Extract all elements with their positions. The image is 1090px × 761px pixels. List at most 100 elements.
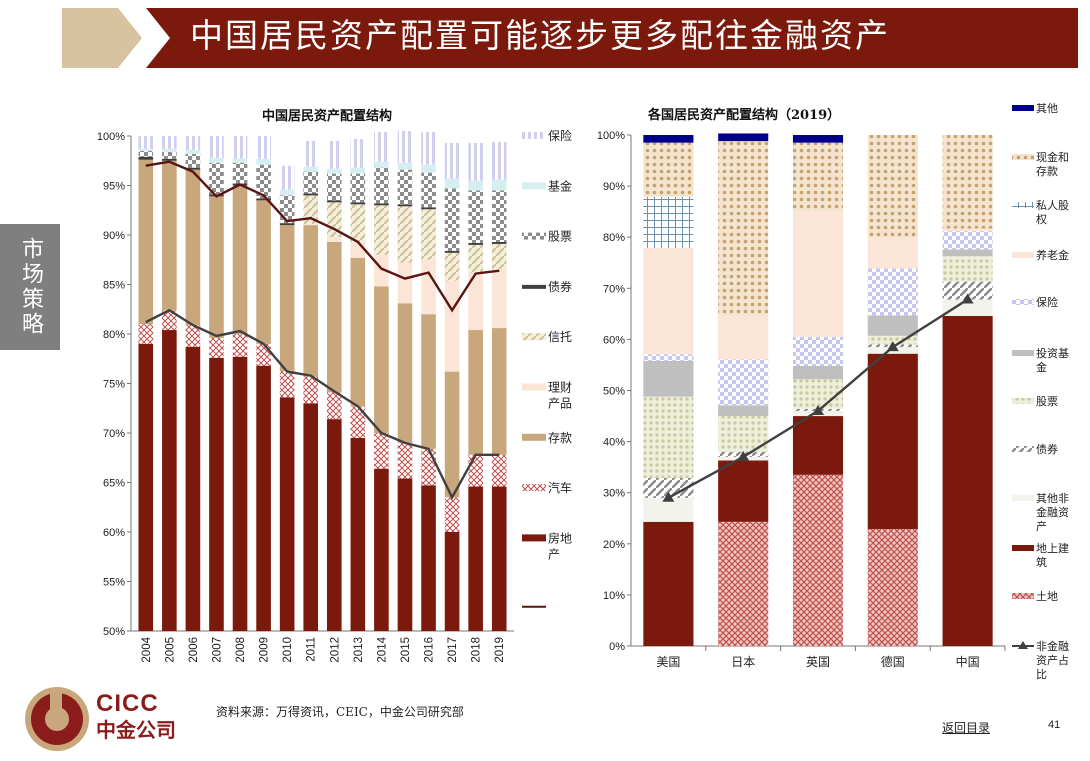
chart1-legend-label: 基金 <box>548 178 572 193</box>
chart1-bar-fund <box>185 149 201 154</box>
chart2-bar-land <box>792 474 844 646</box>
chart1-bar-bond <box>397 204 413 207</box>
chart1-y-tick-label: 85% <box>103 280 125 292</box>
chart2-bar-cash <box>718 141 769 316</box>
chart1-y-tick-label: 60% <box>103 527 125 539</box>
side-tab[interactable]: 市场策略 <box>0 224 60 350</box>
chart1-bar-fund <box>138 148 154 151</box>
chart1-bar-bond <box>279 223 295 226</box>
chart2-bar-ins2 <box>643 354 694 361</box>
chart1-bar-bond <box>162 158 177 161</box>
chart1-bar-car <box>256 343 271 366</box>
chart1-bar-deposit <box>491 328 507 455</box>
chart1-bar-bond <box>421 207 436 210</box>
back-to-toc-link[interactable]: 返回目录 <box>942 721 991 735</box>
chart1-bar-stocks <box>444 188 460 251</box>
chart1-x-tick-label: 2014 <box>376 636 388 662</box>
chart1-legend-swatch-wealth <box>522 383 546 391</box>
chart1-bar-deposit <box>138 159 154 325</box>
chart1-bar-deposit <box>350 257 366 407</box>
chart2-y-tick-label: 70% <box>603 283 625 295</box>
chart1-bar-car <box>209 337 224 358</box>
chart1-bar-fund <box>303 166 319 172</box>
chart1-bar-bond <box>350 202 366 205</box>
logo-text-cn: 中金公司 <box>96 718 176 742</box>
chart1-legend-label: 股票 <box>548 230 572 244</box>
chart2-bar-other_nonfin <box>643 497 694 522</box>
chart1-bar-insurance <box>350 138 366 168</box>
chart1-bar-real_estate <box>256 365 271 631</box>
chart1-bar-trust <box>491 243 507 269</box>
chart1-x-tick-label: 2019 <box>494 637 506 663</box>
chart2-y-tick-label: 50% <box>603 386 625 398</box>
chart1-y-tick-label: 55% <box>103 577 125 589</box>
chart2-legend-swatch-building <box>1012 545 1034 551</box>
chart1-bar-real_estate <box>444 532 460 631</box>
chart1-legend-swatch-car <box>522 484 546 492</box>
chart1-bar-fund <box>256 158 271 165</box>
chart1-line2 <box>145 308 500 500</box>
page-title: 中国居民资产配置可能逐步更多配往金融资产 <box>190 16 890 55</box>
chart1-bar-bond <box>256 198 271 201</box>
chart1-bar-bond <box>303 193 319 196</box>
chart1-legend-label: 信托 <box>548 330 572 344</box>
chart1-bar-trust <box>303 195 319 225</box>
chart1-bar-stocks <box>279 195 295 224</box>
chart2-legend-swatch-other <box>1012 105 1034 111</box>
chart1-bar-fund <box>209 157 224 163</box>
chart1-bar-bond <box>468 242 483 245</box>
chart2-y-tick-label: 40% <box>603 437 625 449</box>
chart1-legend-swatch-real_estate <box>522 534 546 542</box>
chart1-line <box>145 160 500 313</box>
chart1-bar-stocks <box>468 190 483 243</box>
chart1-legend-label-cont: 产 <box>548 547 560 561</box>
chart1-bar-wealth <box>326 236 342 242</box>
chart2-y-tick-label: 20% <box>603 539 625 551</box>
chart2-y-tick-label: 10% <box>603 590 625 602</box>
chart2-bar-bond2 <box>942 281 993 300</box>
chart2-y-tick-label: 0% <box>609 641 625 653</box>
chart2-bar-cash <box>643 142 694 197</box>
chart1-bar-car <box>491 454 507 487</box>
chart1-bar-car <box>374 433 389 469</box>
chart1-bar-fund <box>397 162 413 170</box>
chart2-legend-label: 其他非 <box>1036 492 1069 505</box>
chart1-bar-wealth <box>350 242 366 258</box>
chart1-x-tick-label: 2013 <box>353 637 365 663</box>
chart1-bar-wealth <box>491 268 507 329</box>
chart1-y-tick-label: 50% <box>103 626 125 638</box>
chart1-bar-deposit <box>444 371 460 498</box>
chart2-bar-pe <box>643 196 694 248</box>
chart2-bar-building <box>643 521 694 646</box>
chart2-legend-swatch-other_nonfin <box>1012 495 1034 501</box>
chart2-legend-label-cont: 产 <box>1036 519 1047 533</box>
chart1-bar-insurance <box>491 141 507 180</box>
chart2-legend-label: 保险 <box>1036 295 1058 309</box>
chart2-x-tick-label: 日本 <box>731 655 755 669</box>
chart1-bar-deposit <box>232 185 248 334</box>
chart1-x-tick-label: 2011 <box>306 637 318 662</box>
chart1-legend-label: 存款 <box>548 431 572 445</box>
chart2-bar-building <box>792 416 844 475</box>
chart2-legend-swatch-marker <box>1018 641 1028 649</box>
chart1-y-tick-label: 70% <box>103 428 125 440</box>
chart2-legend-swatch-invest_fund <box>1012 350 1034 356</box>
chart1-y-tick-label: 100% <box>97 131 125 143</box>
cicc-logo-icon <box>25 687 89 751</box>
chart1-legend-label: 汽车 <box>548 480 572 495</box>
chart2-legend-label: 地上建 <box>1036 541 1069 555</box>
chart1-legend-swatch-trust <box>522 333 546 341</box>
chart1-bar-bond <box>138 156 154 160</box>
chart2-legend-label-cont: 权 <box>1036 213 1047 226</box>
chart1-bar-insurance <box>468 142 483 181</box>
chart1-bar-real_estate <box>491 486 507 631</box>
chart2-bar-land <box>867 528 918 646</box>
chart1-x-tick-label: 2016 <box>424 637 436 663</box>
chart1-bar-wealth <box>421 259 436 315</box>
chart2-y-tick-label: 80% <box>603 232 625 244</box>
chart1-bar-car <box>232 334 248 357</box>
chart2-bar-pension <box>942 228 993 232</box>
chart2-bar-other_nonfin <box>942 299 993 316</box>
chart1-bar-real_estate <box>374 468 389 631</box>
chart2-bar-stock2 <box>867 335 918 345</box>
